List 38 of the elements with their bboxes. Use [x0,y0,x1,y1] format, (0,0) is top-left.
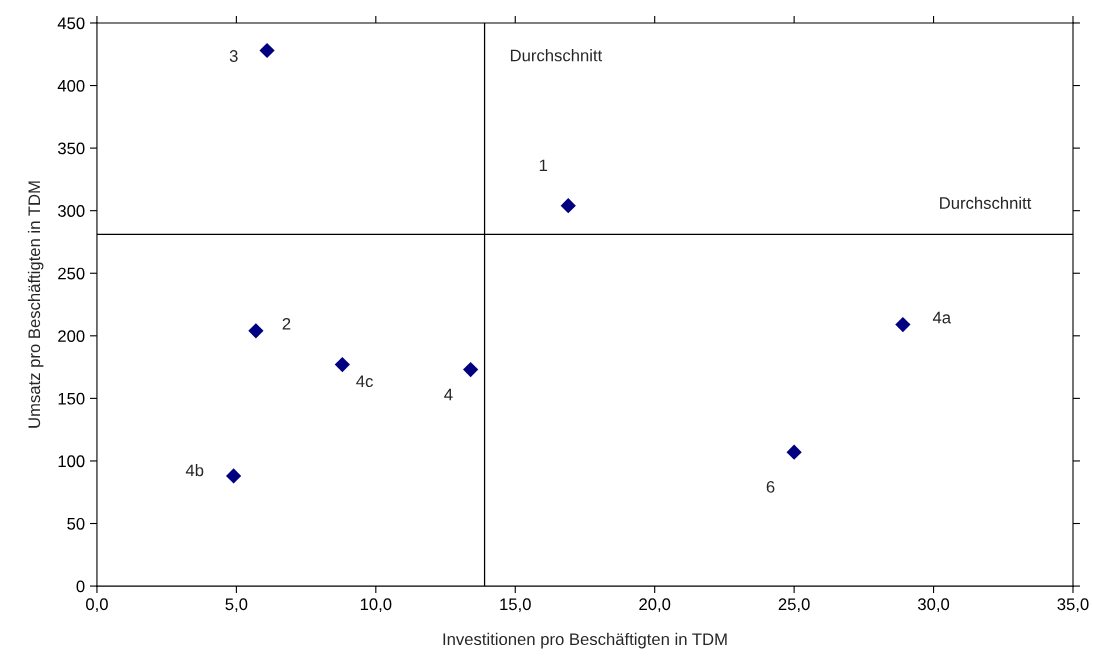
annotation: 6 [766,480,775,493]
x-tick-label: 15,0 [500,598,531,613]
ref-line-label: Durchschnitt [940,196,1032,209]
annotation: 4a [932,311,952,324]
x-tick-label: 35,0 [1057,598,1089,613]
annotation: 2 [282,317,291,330]
y-tick-label: 400 [57,79,85,92]
point [560,198,576,214]
x-tick-label: 30,0 [917,598,950,613]
point [786,444,802,460]
y-tick-label: 350 [57,142,85,155]
point [248,323,264,339]
x-tick-label: 20,0 [639,598,671,613]
x-axis-title: Investitionen pro Beschäftigten in TDM [443,632,727,649]
y-axis-title: Umsatz pro Beschäftigten in TDM [27,181,44,428]
x-tick-label: 5,0 [225,598,248,613]
point [225,468,242,484]
point [463,361,479,378]
annotation: 3 [229,50,238,62]
point [895,316,911,333]
y-tick-label: 450 [57,17,85,30]
annotation: 1 [539,159,548,172]
annotation: 4 [444,388,453,401]
ref-line-label: Durchschnitt [510,49,603,62]
y-tick-label: 50 [67,517,85,530]
point [259,42,275,59]
x-tick-label: 0,0 [86,598,108,613]
y-tick-label: 250 [58,267,85,280]
x-tick-label: 10,0 [360,598,392,613]
y-tick-label: 200 [58,330,85,343]
y-tick-label: 300 [57,205,85,217]
annotation: 4c [356,375,373,388]
point [334,356,350,373]
y-tick-label: 150 [58,392,85,405]
y-tick-label: 100 [58,455,85,468]
x-tick-label: 25,0 [778,598,810,613]
y-tick-label: 0 [76,580,85,593]
annotation: 4b [185,464,204,477]
